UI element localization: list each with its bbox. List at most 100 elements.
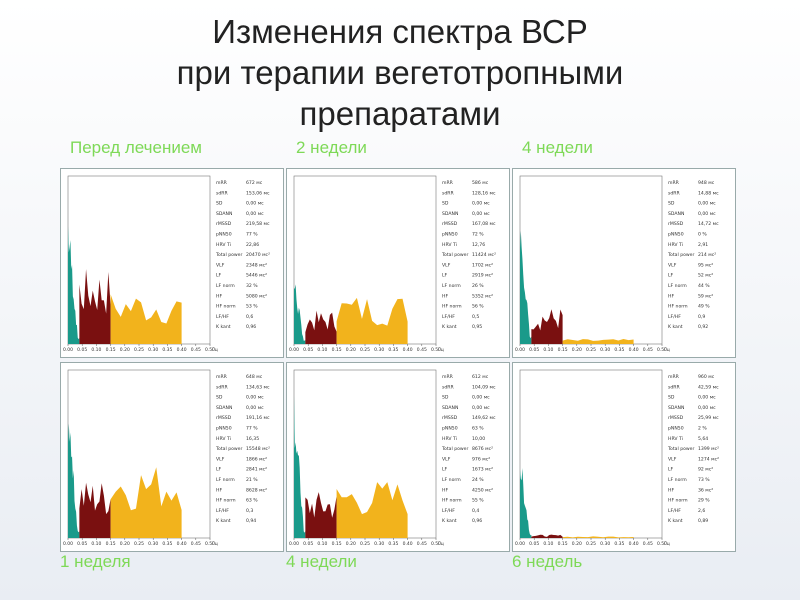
x-axis-unit: Гц	[438, 347, 444, 353]
stat-label: SD	[668, 395, 675, 401]
stat-label: mRR	[216, 374, 228, 380]
stat-label: HF norm	[668, 498, 688, 504]
stat-value: 1673 мс²	[472, 467, 493, 473]
stat-label: K kant	[216, 324, 231, 330]
x-tick-label: 0.30	[148, 347, 158, 353]
stat-label: LF	[442, 273, 448, 279]
spectrum-area	[110, 294, 182, 344]
stat-value: 586 мс	[472, 180, 489, 186]
x-tick-label: 0.50	[657, 541, 667, 547]
x-tick-label: 0.20	[120, 347, 130, 353]
stat-value: 52 мс²	[698, 273, 713, 279]
x-tick-label: 0.10	[317, 347, 327, 353]
stat-value: 0,96	[246, 324, 256, 330]
x-tick-label: 0.45	[643, 347, 653, 353]
stat-label: HF	[216, 487, 222, 493]
plot-area	[519, 369, 663, 539]
x-tick-label: 0.40	[177, 347, 187, 353]
spectrum-area	[68, 226, 80, 344]
x-tick-label: 0.35	[388, 541, 398, 547]
x-tick-label: 0.40	[177, 541, 187, 547]
x-tick-label: 0.45	[191, 541, 201, 547]
panel-label: 6 недель	[512, 552, 583, 571]
x-tick-label: 0.10	[543, 541, 553, 547]
stat-label: LF norm	[216, 477, 235, 483]
stat-label: sdRR	[216, 190, 229, 196]
stat-label: HRV Ti	[668, 436, 683, 442]
stat-label: K kant	[216, 518, 231, 524]
stat-label: LF/HF	[668, 314, 681, 320]
stat-value: 53 %	[246, 304, 258, 310]
x-axis-unit: Гц	[664, 347, 670, 353]
stat-label: HF	[216, 293, 222, 299]
x-tick-label: 0.50	[431, 541, 441, 547]
stat-value: 612 мс	[472, 374, 489, 380]
stat-value: 153,06 мс	[246, 190, 270, 196]
stat-label: SD	[216, 201, 223, 207]
stat-label: pNN50	[216, 232, 232, 238]
stat-value: 22,86	[246, 242, 259, 248]
x-tick-label: 0.15	[332, 541, 342, 547]
stat-label: VLF	[668, 262, 677, 268]
x-tick-label: 0.40	[403, 347, 413, 353]
x-tick-label: 0.10	[91, 541, 101, 547]
spectrum-area	[110, 467, 182, 538]
stat-value: 59 мс²	[698, 293, 713, 299]
x-tick-label: 0.25	[586, 347, 596, 353]
stat-value: 0,00 мс	[698, 395, 716, 401]
x-tick-label: 0.50	[431, 347, 441, 353]
stat-label: rMSSD	[216, 221, 232, 227]
spectrum-area	[294, 395, 306, 538]
stat-value: 0,9	[698, 314, 705, 320]
stat-label: SDANN	[442, 211, 458, 217]
stat-value: 15548 мс²	[246, 446, 270, 452]
spectrum-panel: 0.00 0.05 0.10 0.15 0.20 0.25 0.30 0.35 0.40 0.45…	[286, 168, 510, 358]
stat-label: mRR	[216, 180, 228, 186]
stat-label: SDANN	[216, 405, 232, 411]
stat-label: sdRR	[442, 384, 455, 390]
stat-label: LF/HF	[668, 508, 681, 514]
spectrum-area	[79, 269, 111, 344]
stat-label: SD	[442, 201, 449, 207]
stat-label: rMSSD	[442, 221, 458, 227]
stat-label: HF	[442, 293, 448, 299]
stat-label: HRV Ti	[442, 242, 457, 248]
stat-label: HF norm	[216, 498, 236, 504]
x-tick-label: 0.25	[360, 347, 370, 353]
stat-value: 12,76	[472, 242, 485, 248]
stat-value: 128,16 мс	[472, 190, 496, 196]
stat-label: mRR	[442, 374, 454, 380]
stat-label: rMSSD	[668, 415, 684, 421]
panel-label: 2 недели	[296, 138, 367, 157]
stat-value: 167,08 мс	[472, 221, 496, 227]
x-tick-label: 0.00	[63, 541, 73, 547]
spectrum-area	[531, 309, 563, 344]
stat-value: 5446 мс²	[246, 273, 267, 279]
x-tick-label: 0.10	[543, 347, 553, 353]
stat-label: HF norm	[668, 304, 688, 310]
stat-value: 1866 мс²	[246, 456, 267, 462]
stat-value: 10,00	[472, 436, 485, 442]
stat-value: 214 мс²	[698, 252, 716, 258]
spectrum-panel: 0.00 0.05 0.10 0.15 0.20 0.25 0.30 0.35 0.40 0.45…	[512, 362, 736, 552]
stat-value: 73 %	[698, 477, 710, 483]
x-tick-label: 0.05	[77, 347, 87, 353]
stat-value: 11424 мс²	[472, 252, 496, 258]
stat-value: 948 мс	[698, 180, 715, 186]
stat-label: K kant	[668, 324, 683, 330]
stat-value: 0,00 мс	[472, 201, 490, 207]
stat-value: 2 %	[698, 426, 707, 432]
x-tick-label: 0.05	[529, 541, 539, 547]
stat-label: pNN50	[668, 232, 684, 238]
stat-value: 72 %	[472, 232, 484, 238]
stat-value: 63 %	[472, 426, 484, 432]
stat-label: VLF	[216, 456, 225, 462]
stat-value: 44 %	[698, 283, 710, 289]
x-tick-label: 0.30	[600, 541, 610, 547]
stat-label: LF/HF	[442, 508, 455, 514]
stat-label: LF norm	[668, 283, 687, 289]
stat-label: LF/HF	[216, 314, 229, 320]
stat-value: 0,00 мс	[472, 211, 490, 217]
stat-value: 0,00 мс	[246, 405, 264, 411]
stat-value: 4250 мс²	[472, 487, 493, 493]
